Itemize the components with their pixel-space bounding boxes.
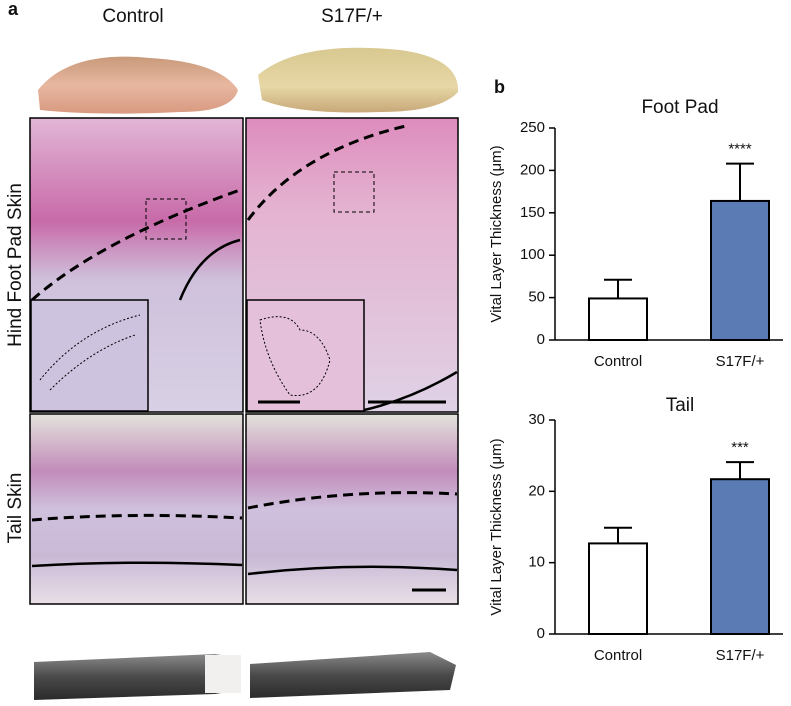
tail-tip bbox=[205, 655, 241, 693]
error-bar bbox=[726, 162, 754, 201]
boundary-solid bbox=[247, 565, 458, 576]
boundary-solid bbox=[359, 370, 458, 413]
bar bbox=[710, 478, 770, 635]
boundary-solid bbox=[31, 561, 243, 568]
panel-label: a bbox=[8, 0, 19, 19]
row-label: Hind Foot Pad Skin bbox=[5, 183, 26, 347]
row-label: Tail Skin bbox=[5, 473, 26, 544]
y-axis-label: Vital Layer Thickness (μm) bbox=[488, 438, 505, 615]
boundary-dashed bbox=[31, 513, 243, 522]
boundary-solid bbox=[178, 238, 241, 301]
zoom-box bbox=[145, 198, 187, 240]
bar bbox=[588, 297, 648, 341]
x-tick-label: S17F/+ bbox=[716, 353, 765, 370]
boundary-dashed bbox=[31, 188, 241, 302]
paw-photo bbox=[258, 47, 459, 113]
error-bar bbox=[604, 526, 632, 544]
x-tick-label: Control bbox=[594, 647, 642, 664]
y-tick-label: 50 bbox=[528, 289, 545, 306]
x-tick-label: Control bbox=[594, 353, 642, 370]
significance: *** bbox=[731, 439, 749, 456]
cell-outline bbox=[259, 316, 331, 397]
y-tick-label: 100 bbox=[520, 246, 545, 263]
paw-photo bbox=[38, 56, 238, 114]
chart-title: Foot Pad bbox=[641, 97, 718, 118]
significance: **** bbox=[728, 141, 752, 158]
tail-photo bbox=[34, 654, 240, 700]
boundary-dashed bbox=[247, 491, 458, 510]
y-tick-label: 20 bbox=[528, 482, 545, 499]
column-label: Control bbox=[102, 6, 163, 27]
y-tick-label: 150 bbox=[520, 204, 545, 221]
y-tick-label: 10 bbox=[528, 554, 545, 571]
x-tick-label: S17F/+ bbox=[716, 647, 765, 664]
tail-photo bbox=[250, 652, 456, 698]
histology-image bbox=[245, 413, 459, 605]
error-bar bbox=[726, 461, 754, 480]
bar bbox=[588, 542, 648, 636]
inset bbox=[246, 299, 365, 412]
column-label: S17F/+ bbox=[321, 6, 383, 27]
boundary-dashed bbox=[246, 123, 411, 221]
zoom-box bbox=[333, 171, 375, 213]
inset bbox=[30, 299, 149, 412]
y-axis-label: Vital Layer Thickness (μm) bbox=[488, 145, 505, 322]
panel-a: a Control S17F/+ Hind Foot Pad Skin Tail… bbox=[5, 0, 459, 700]
chart-title: Tail bbox=[666, 395, 695, 416]
bar bbox=[710, 199, 770, 341]
error-bar bbox=[604, 278, 632, 299]
y-tick-label: 0 bbox=[537, 625, 545, 642]
cell-outline bbox=[39, 314, 141, 391]
y-tick-label: 200 bbox=[520, 161, 545, 178]
histology-image bbox=[29, 413, 244, 605]
panel-label: b bbox=[494, 77, 505, 97]
y-tick-label: 30 bbox=[528, 411, 545, 428]
y-tick-label: 250 bbox=[520, 119, 545, 136]
y-tick-label: 0 bbox=[537, 331, 545, 348]
